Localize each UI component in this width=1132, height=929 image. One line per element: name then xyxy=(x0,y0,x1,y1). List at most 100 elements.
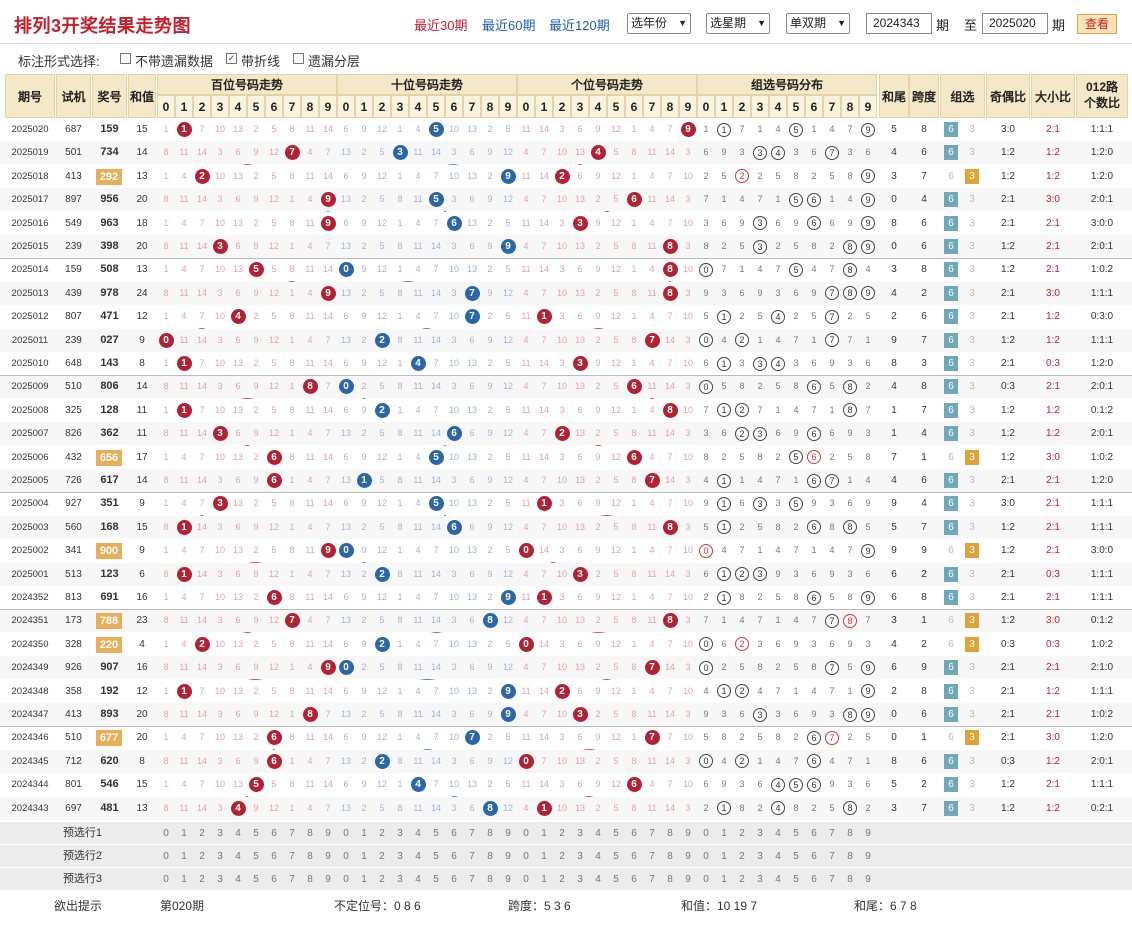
preselect-digit[interactable]: 4 xyxy=(415,851,421,862)
preselect-digit[interactable]: 5 xyxy=(433,874,439,885)
preselect-digit[interactable]: 0 xyxy=(703,874,709,885)
preselect-digit[interactable]: 6 xyxy=(451,851,457,862)
preselect-digit[interactable]: 8 xyxy=(487,828,493,839)
preselect-digit[interactable]: 7 xyxy=(649,828,655,839)
preselect-digit[interactable]: 0 xyxy=(703,828,709,839)
checkbox-omission-layer[interactable] xyxy=(293,53,304,64)
preselect-digit[interactable]: 0 xyxy=(343,828,349,839)
preselect-digit[interactable]: 9 xyxy=(865,828,871,839)
preselect-digit[interactable]: 1 xyxy=(181,874,187,885)
preselect-digit[interactable]: 9 xyxy=(685,874,691,885)
preselect-digit[interactable]: 2 xyxy=(559,851,565,862)
preselect-digit[interactable]: 5 xyxy=(613,874,619,885)
preselect-digit[interactable]: 7 xyxy=(289,851,295,862)
checkbox-polyline[interactable]: ✓ xyxy=(226,53,237,64)
preselect-digit[interactable]: 1 xyxy=(541,828,547,839)
preselect-digit[interactable]: 8 xyxy=(487,874,493,885)
preselect-digit[interactable]: 2 xyxy=(739,851,745,862)
preselect-digit[interactable]: 4 xyxy=(235,874,241,885)
preselect-digit[interactable]: 1 xyxy=(361,874,367,885)
preselect-digit[interactable]: 8 xyxy=(667,828,673,839)
preselect-digit[interactable]: 2 xyxy=(379,874,385,885)
preselect-digit[interactable]: 0 xyxy=(523,828,529,839)
preselect-digit[interactable]: 1 xyxy=(181,851,187,862)
preselect-digit[interactable]: 6 xyxy=(271,874,277,885)
preselect-digit[interactable]: 7 xyxy=(469,874,475,885)
preselect-digit[interactable]: 7 xyxy=(829,874,835,885)
preselect-digit[interactable]: 4 xyxy=(415,874,421,885)
preselect-digit[interactable]: 9 xyxy=(505,874,511,885)
preselect-digit[interactable]: 3 xyxy=(577,874,583,885)
preselect-digit[interactable]: 1 xyxy=(721,874,727,885)
preselect-digit[interactable]: 0 xyxy=(163,828,169,839)
preselect-digit[interactable]: 8 xyxy=(487,851,493,862)
preselect-digit[interactable]: 6 xyxy=(631,874,637,885)
preselect-digit[interactable]: 1 xyxy=(721,851,727,862)
preselect-digit[interactable]: 8 xyxy=(307,851,313,862)
preselect-digit[interactable]: 9 xyxy=(865,851,871,862)
preselect-digit[interactable]: 6 xyxy=(631,828,637,839)
preselect-digit[interactable]: 3 xyxy=(757,828,763,839)
preselect-digit[interactable]: 4 xyxy=(595,874,601,885)
preselect-digit[interactable]: 7 xyxy=(289,828,295,839)
preselect-digit[interactable]: 3 xyxy=(217,851,223,862)
preselect-digit[interactable]: 9 xyxy=(325,874,331,885)
preselect-digit[interactable]: 3 xyxy=(397,851,403,862)
preselect-digit[interactable]: 7 xyxy=(289,874,295,885)
preselect-digit[interactable]: 3 xyxy=(217,828,223,839)
preselect-digit[interactable]: 3 xyxy=(397,874,403,885)
preselect-digit[interactable]: 6 xyxy=(271,851,277,862)
preselect-digit[interactable]: 2 xyxy=(199,851,205,862)
preselect-digit[interactable]: 7 xyxy=(469,828,475,839)
preselect-digit[interactable]: 3 xyxy=(217,874,223,885)
preselect-digit[interactable]: 0 xyxy=(343,851,349,862)
preselect-digit[interactable]: 2 xyxy=(559,828,565,839)
preselect-digit[interactable]: 7 xyxy=(829,851,835,862)
recent-60-link[interactable]: 最近60期 xyxy=(482,18,536,33)
preselect-digit[interactable]: 7 xyxy=(469,851,475,862)
period-header[interactable]: 期号 xyxy=(5,74,55,118)
preselect-digit[interactable]: 1 xyxy=(361,828,367,839)
preselect-digit[interactable]: 2 xyxy=(379,851,385,862)
preselect-digit[interactable]: 2 xyxy=(379,828,385,839)
preselect-digit[interactable]: 7 xyxy=(829,828,835,839)
preselect-digit[interactable]: 5 xyxy=(793,874,799,885)
preselect-digit[interactable]: 1 xyxy=(721,828,727,839)
year-select[interactable]: 选年份 ▼ xyxy=(627,13,691,34)
preselect-digit[interactable]: 3 xyxy=(577,851,583,862)
to-period-input[interactable]: 2025020 xyxy=(982,13,1048,34)
preselect-digit[interactable]: 9 xyxy=(505,851,511,862)
preselect-digit[interactable]: 1 xyxy=(181,828,187,839)
preselect-digit[interactable]: 2 xyxy=(559,874,565,885)
preselect-digit[interactable]: 5 xyxy=(253,828,259,839)
preselect-digit[interactable]: 6 xyxy=(811,851,817,862)
preselect-digit[interactable]: 9 xyxy=(865,874,871,885)
preselect-digit[interactable]: 0 xyxy=(703,851,709,862)
preselect-digit[interactable]: 0 xyxy=(523,851,529,862)
preselect-digit[interactable]: 4 xyxy=(775,851,781,862)
preselect-digit[interactable]: 2 xyxy=(199,874,205,885)
preselect-digit[interactable]: 9 xyxy=(685,851,691,862)
preselect-digit[interactable]: 1 xyxy=(541,851,547,862)
odd-even-select[interactable]: 单双期 ▼ xyxy=(786,13,850,34)
preselect-digit[interactable]: 5 xyxy=(613,828,619,839)
recent-120-link[interactable]: 最近120期 xyxy=(549,18,610,33)
checkbox-no-omission[interactable] xyxy=(120,53,131,64)
preselect-digit[interactable]: 5 xyxy=(253,874,259,885)
preselect-digit[interactable]: 4 xyxy=(595,828,601,839)
preselect-digit[interactable]: 6 xyxy=(811,828,817,839)
preselect-digit[interactable]: 6 xyxy=(631,851,637,862)
preselect-digit[interactable]: 5 xyxy=(433,851,439,862)
preselect-digit[interactable]: 8 xyxy=(847,874,853,885)
preselect-digit[interactable]: 1 xyxy=(541,874,547,885)
weekday-select[interactable]: 选星期 ▼ xyxy=(706,13,770,34)
preselect-digit[interactable]: 8 xyxy=(667,874,673,885)
preselect-digit[interactable]: 4 xyxy=(235,828,241,839)
preselect-digit[interactable]: 3 xyxy=(577,828,583,839)
preselect-digit[interactable]: 2 xyxy=(199,828,205,839)
preselect-digit[interactable]: 4 xyxy=(235,851,241,862)
preselect-digit[interactable]: 3 xyxy=(757,851,763,862)
preselect-digit[interactable]: 5 xyxy=(613,851,619,862)
preselect-digit[interactable]: 4 xyxy=(415,828,421,839)
preselect-digit[interactable]: 6 xyxy=(451,874,457,885)
